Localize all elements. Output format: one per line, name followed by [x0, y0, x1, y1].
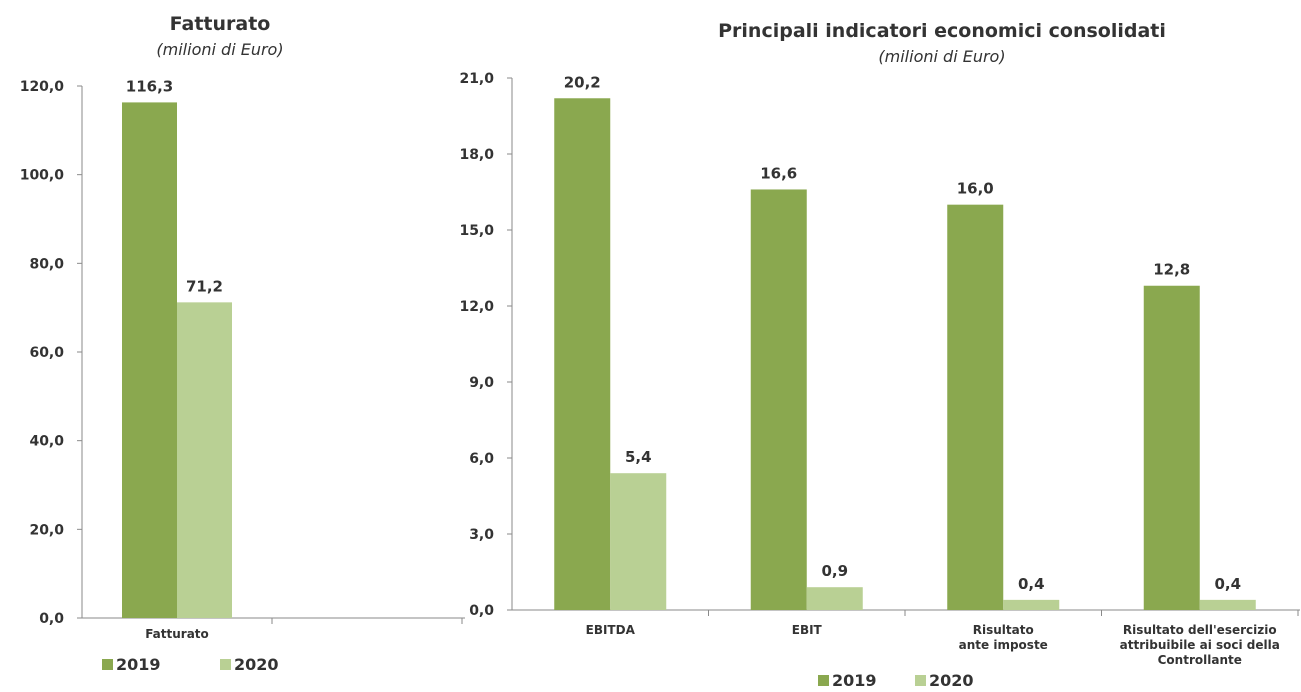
- legend-label-2020: 2020: [234, 655, 279, 674]
- y-tick-label: 6,0: [469, 451, 494, 467]
- bar-2020-0: [177, 302, 232, 618]
- x-category-label: EBITDA: [586, 623, 636, 637]
- bar-2020-0: [610, 473, 667, 610]
- x-category-label: Risultato ante imposte: [959, 623, 1048, 652]
- y-tick-label: 120,0: [20, 79, 65, 95]
- chart-title: Principali indicatori economici consolid…: [718, 20, 1166, 42]
- y-tick-label: 12,0: [459, 299, 494, 315]
- legend-label-2019: 2019: [832, 671, 877, 690]
- y-tick-label: 0,0: [39, 611, 64, 627]
- y-tick-label: 15,0: [459, 223, 494, 239]
- bar-2019-1: [750, 189, 807, 610]
- data-label-2020: 5,4: [625, 448, 652, 466]
- bar-2019-3: [1143, 285, 1200, 610]
- data-label-2020: 0,9: [821, 562, 848, 580]
- legend-swatch-2020: [220, 659, 231, 670]
- x-category-label: EBIT: [792, 623, 823, 637]
- y-tick-label: 21,0: [459, 71, 494, 87]
- data-label-2019: 16,0: [957, 180, 994, 198]
- data-label-2020: 0,4: [1018, 575, 1045, 593]
- bar-2019-2: [947, 204, 1004, 610]
- chart-title: Fatturato: [170, 13, 271, 35]
- y-tick-label: 60,0: [29, 345, 64, 361]
- legend-swatch-2019: [818, 675, 829, 686]
- bar-2020-2: [1003, 599, 1060, 610]
- x-category-label: Risultato dell'esercizio attribuibile ai …: [1120, 623, 1280, 667]
- legend-swatch-2019: [102, 659, 113, 670]
- chart-subtitle: (milioni di Euro): [156, 40, 283, 59]
- data-label-2020: 0,4: [1214, 575, 1241, 593]
- data-label-2019: 20,2: [564, 73, 601, 91]
- y-tick-label: 40,0: [29, 434, 64, 450]
- y-tick-label: 0,0: [469, 603, 494, 619]
- chart-subtitle: (milioni di Euro): [878, 47, 1005, 66]
- legend-swatch-2020: [915, 675, 926, 686]
- bar-2020-3: [1199, 599, 1256, 610]
- y-tick-label: 9,0: [469, 375, 494, 391]
- y-tick-label: 80,0: [29, 256, 64, 272]
- y-tick-label: 3,0: [469, 527, 494, 543]
- y-tick-label: 100,0: [20, 168, 65, 184]
- data-label-2019: 12,8: [1153, 261, 1190, 279]
- data-label-2019: 116,3: [126, 77, 173, 95]
- legend-label-2020: 2020: [929, 671, 974, 690]
- data-label-2019: 16,6: [760, 164, 797, 182]
- x-category-label: Fatturato: [145, 627, 209, 641]
- y-tick-label: 20,0: [29, 522, 64, 538]
- y-tick-label: 18,0: [459, 147, 494, 163]
- data-label-2020: 71,2: [186, 277, 223, 295]
- bar-2020-1: [806, 587, 863, 610]
- bar-2019-0: [554, 98, 611, 611]
- bar-2019-0: [122, 102, 177, 619]
- legend-label-2019: 2019: [116, 655, 161, 674]
